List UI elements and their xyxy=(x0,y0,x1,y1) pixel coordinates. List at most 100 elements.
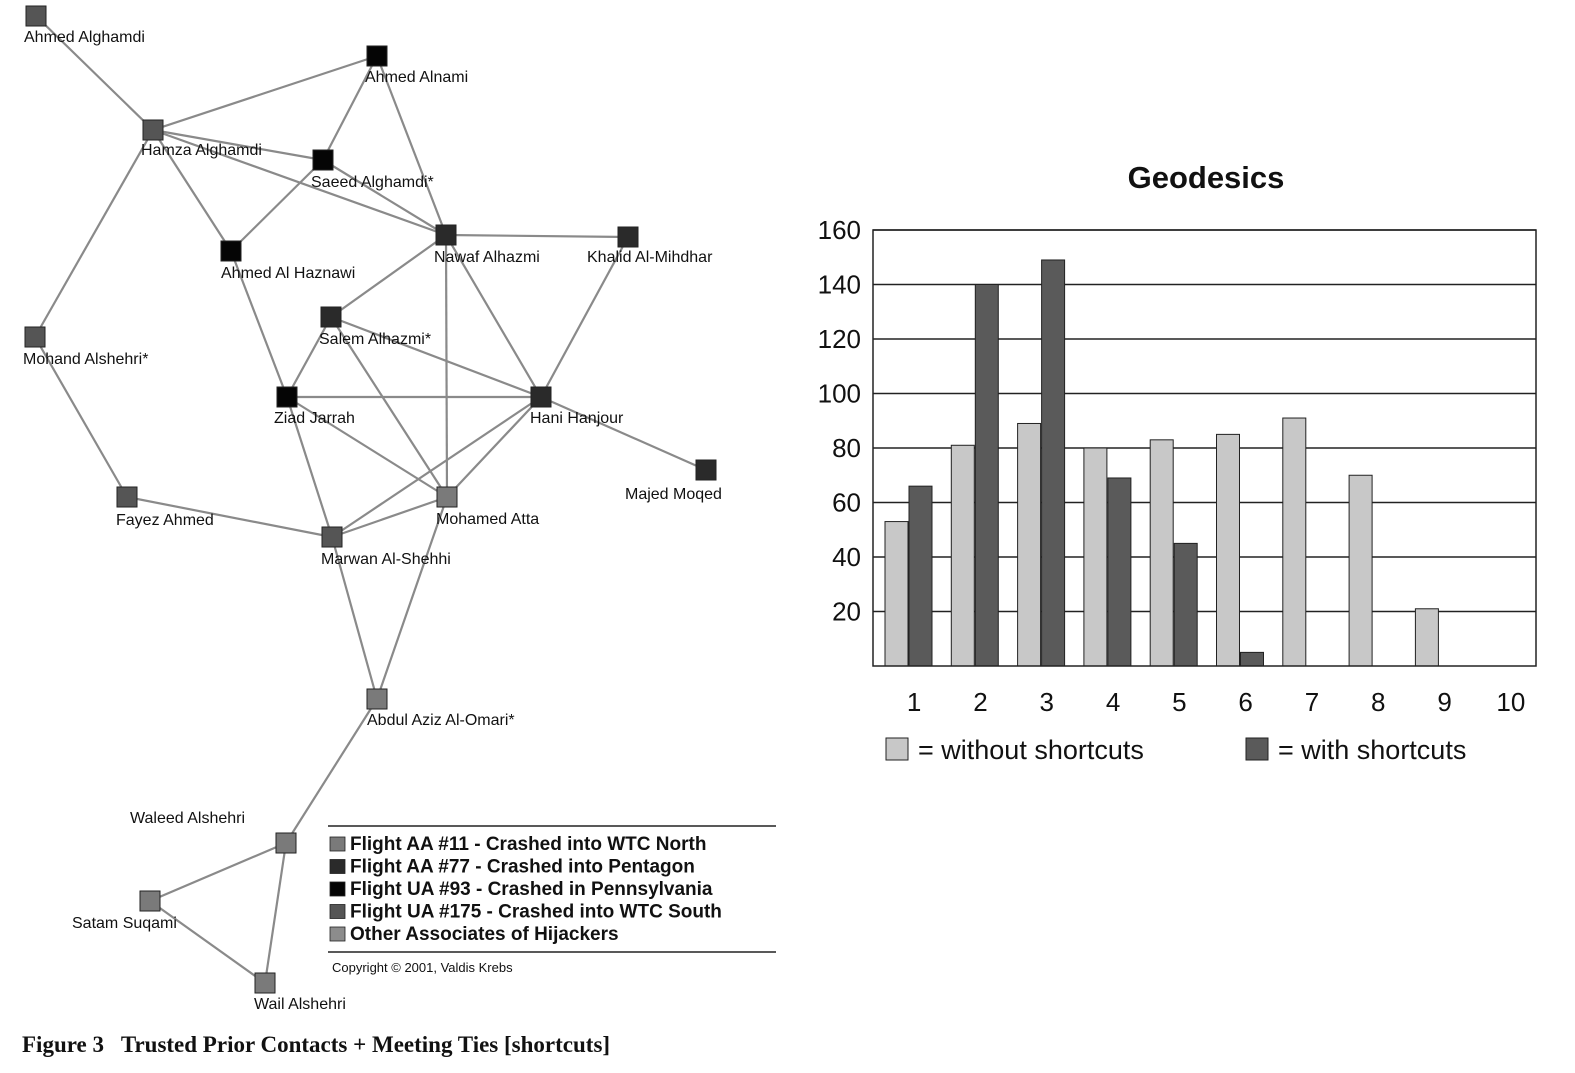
node-fayez-ahmed: Fayez Ahmed xyxy=(116,486,214,529)
edge-nawaf-alhazmi-hani-hanjour xyxy=(445,234,542,398)
edge-khalid-al-mihdhar-hani-hanjour xyxy=(540,236,629,398)
edge-fayez-ahmed-marwan-al-shehhi xyxy=(126,495,333,539)
copyright-text: Copyright © 2001, Valdis Krebs xyxy=(332,960,513,975)
node-wail-alshehri: Wail Alshehri xyxy=(254,972,346,1013)
legend-item-aa77: Flight AA #77 - Crashed into Pentagon xyxy=(329,857,695,878)
chart-legend: = without shortcuts = with shortcuts xyxy=(885,735,1466,765)
chart-bars xyxy=(884,259,1439,667)
bar-without-1 xyxy=(884,521,909,667)
node-label: Satam Suqami xyxy=(72,915,177,932)
edge-waleed-alshehri-satam-suqami xyxy=(149,841,287,903)
node-saeed-alghamdi: Saeed Alghamdi* xyxy=(311,149,434,191)
bar-with-4 xyxy=(1107,477,1132,667)
bar-with-3 xyxy=(1041,259,1066,667)
node-label: Wail Alshehri xyxy=(254,996,346,1013)
legend-item-ua93: Flight UA #93 - Crashed in Pennsylvania xyxy=(329,879,713,900)
bar-without-5 xyxy=(1149,439,1174,667)
edge-ahmed-alnami-nawaf-alhazmi xyxy=(375,55,448,236)
node-satam-suqami: Satam Suqami xyxy=(72,890,177,932)
node-khalid-al-mihdhar: Khalid Al-Mihdhar xyxy=(587,226,713,266)
y-tick-label: 20 xyxy=(832,597,861,627)
edge-mohand-alshehri-fayez-ahmed xyxy=(34,336,128,498)
legend-item-other: Other Associates of Hijackers xyxy=(329,924,619,945)
node-ahmed-alnami: Ahmed Alnami xyxy=(365,45,468,86)
edge-saeed-alghamdi-nawaf-alhazmi xyxy=(322,159,447,236)
y-tick-label: 60 xyxy=(832,488,861,518)
edge-satam-suqami-wail-alshehri xyxy=(149,900,266,984)
edge-nawaf-alhazmi-mohamed-atta xyxy=(444,234,449,498)
figure-caption: Figure 3 Trusted Prior Contacts + Meetin… xyxy=(22,1032,610,1057)
node-label: Fayez Ahmed xyxy=(116,512,214,529)
edge-ziad-jarrah-mohamed-atta xyxy=(286,396,448,498)
edge-salem-alhazmi-ziad-jarrah xyxy=(286,316,332,398)
edge-mohamed-atta-marwan-al-shehhi xyxy=(331,495,448,539)
bar-without-4 xyxy=(1083,447,1108,667)
node-salem-alhazmi: Salem Alhazmi* xyxy=(319,306,431,348)
bar-without-6 xyxy=(1216,433,1240,667)
plot-frame xyxy=(872,229,1537,667)
chart-legend-item-0: = without shortcuts xyxy=(885,735,1144,765)
y-tick-label: 40 xyxy=(832,542,861,572)
edge-hamza-alghamdi-saeed-alghamdi xyxy=(152,128,324,162)
chart-legend-item-1: = with shortcuts xyxy=(1245,735,1466,765)
node-label: Nawaf Alhazmi xyxy=(434,249,540,266)
legend-label: Flight AA #11 - Crashed into WTC North xyxy=(350,834,706,855)
node-marker xyxy=(275,832,297,854)
node-hamza-alghamdi: Hamza Alghamdi xyxy=(141,119,262,159)
edge-hamza-alghamdi-ahmed-alnami xyxy=(152,54,378,132)
node-marker xyxy=(276,386,298,408)
node-marker xyxy=(530,386,552,408)
node-marker xyxy=(366,45,388,67)
node-label: Ahmed Alnami xyxy=(365,69,468,86)
node-label: Saeed Alghamdi* xyxy=(311,174,434,191)
node-marker xyxy=(139,890,161,912)
edge-nawaf-alhazmi-khalid-al-mihdhar xyxy=(445,233,629,239)
node-marker xyxy=(695,459,717,481)
legend-label: Flight AA #77 - Crashed into Pentagon xyxy=(350,857,695,878)
edge-hani-hanjour-marwan-al-shehhi xyxy=(331,396,542,538)
x-axis-ticks: 1 2 3 4 5 6 7 8 9 10 xyxy=(907,687,1525,717)
y-tick-label: 100 xyxy=(818,379,861,409)
edge-marwan-al-shehhi-abdul-aziz-al-omari xyxy=(330,536,379,700)
chart-legend-label: = with shortcuts xyxy=(1278,735,1466,765)
node-marker xyxy=(366,688,388,710)
legend-label: Other Associates of Hijackers xyxy=(350,924,619,945)
x-tick-label: 6 xyxy=(1238,687,1252,717)
x-tick-label: 7 xyxy=(1305,687,1319,717)
edge-ahmed-alnami-saeed-alghamdi xyxy=(322,55,378,161)
legend-label: Flight UA #175 - Crashed into WTC South xyxy=(350,902,722,923)
node-marker xyxy=(321,526,343,548)
node-ziad-jarrah: Ziad Jarrah xyxy=(274,386,355,427)
network-legend: Flight AA #11 - Crashed into WTC NorthFl… xyxy=(328,825,776,975)
x-tick-label: 5 xyxy=(1172,687,1186,717)
node-marker xyxy=(435,224,457,246)
node-label: Marwan Al-Shehhi xyxy=(321,551,451,568)
chart-legend-swatch xyxy=(885,737,909,761)
edge-ziad-jarrah-marwan-al-shehhi xyxy=(285,396,334,538)
x-tick-label: 3 xyxy=(1040,687,1054,717)
node-hani-hanjour: Hani Hanjour xyxy=(530,386,624,427)
node-marker xyxy=(254,972,276,994)
node-label: Salem Alhazmi* xyxy=(319,331,431,348)
legend-label: Flight UA #93 - Crashed in Pennsylvania xyxy=(350,879,713,900)
node-label: Hani Hanjour xyxy=(530,410,624,427)
y-tick-label: 160 xyxy=(818,215,861,245)
node-ahmed-al-haznawi: Ahmed Al Haznawi xyxy=(220,240,355,282)
edge-abdul-aziz-al-omari-waleed-alshehri xyxy=(285,698,378,844)
y-tick-label: 140 xyxy=(818,270,861,300)
bar-without-9 xyxy=(1414,608,1439,667)
x-tick-label: 1 xyxy=(907,687,921,717)
node-marker xyxy=(436,486,458,508)
edge-hani-hanjour-majed-moqed xyxy=(540,395,707,472)
node-marker xyxy=(25,5,47,27)
y-axis-ticks: 20 40 60 80 100 120 140 160 xyxy=(818,215,861,627)
x-tick-label: 9 xyxy=(1437,687,1451,717)
chart-legend-swatch xyxy=(1245,737,1269,761)
bar-with-1 xyxy=(908,485,933,667)
node-marker xyxy=(142,119,164,141)
y-tick-label: 120 xyxy=(818,324,861,354)
bar-with-6 xyxy=(1240,651,1264,667)
node-label: Ahmed Alghamdi xyxy=(24,29,145,46)
legend-swatch xyxy=(329,836,346,852)
network-diagram: Ahmed Alghamdi Ahmed Alnami Hamza Alghamdi… xyxy=(22,5,776,1057)
